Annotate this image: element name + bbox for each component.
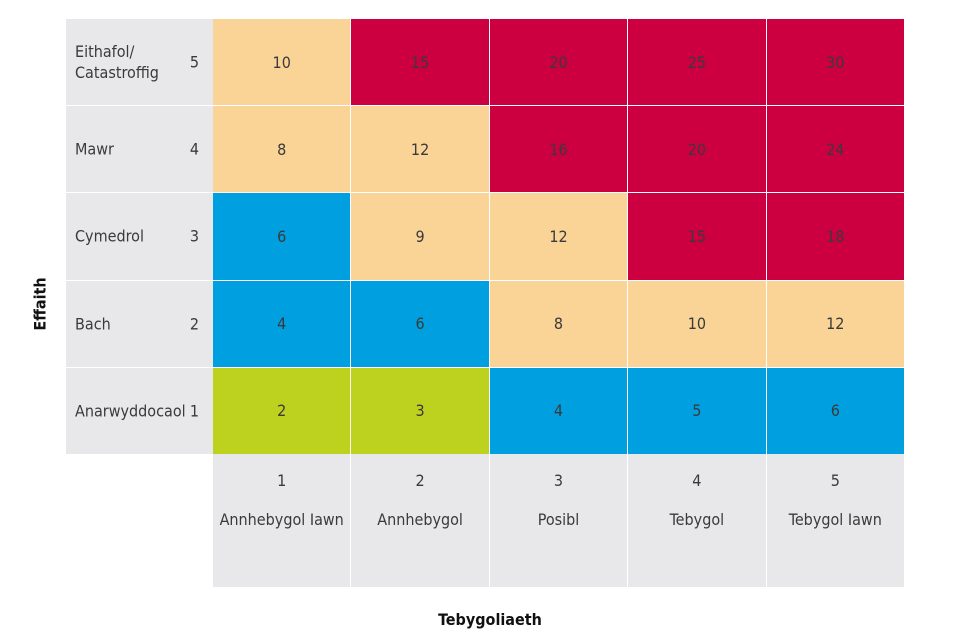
column-header: 2 Annhebygol xyxy=(351,454,490,587)
risk-cell: 8 xyxy=(489,280,629,368)
risk-cell: 6 xyxy=(351,280,490,368)
row-header: Anarwyddocaol 1 xyxy=(66,367,213,455)
column-label: Posibl xyxy=(537,510,580,529)
risk-cell: 4 xyxy=(213,280,352,368)
risk-cell: 2 xyxy=(213,367,352,455)
row-header: Mawr 4 xyxy=(66,106,213,194)
risk-cell: 25 xyxy=(628,19,767,107)
risk-cell: 3 xyxy=(351,367,490,455)
column-header: 1 Annhebygol Iawn xyxy=(213,454,352,587)
risk-cell: 20 xyxy=(628,106,767,194)
column-label: Annhebygol xyxy=(377,510,463,529)
column-header: 3 Posibl xyxy=(489,454,629,587)
risk-cell: 5 xyxy=(628,367,767,455)
row-header: Cymedrol 3 xyxy=(66,193,213,281)
column-number: 5 xyxy=(830,471,840,490)
risk-cell: 6 xyxy=(766,367,905,455)
risk-cell: 15 xyxy=(351,19,490,107)
risk-cell: 9 xyxy=(351,193,490,281)
risk-cell: 6 xyxy=(213,193,352,281)
row-label: Mawr xyxy=(75,139,114,159)
column-number: 3 xyxy=(553,471,564,490)
row-number: 4 xyxy=(189,139,199,159)
column-header: 4 Tebygol xyxy=(628,454,767,587)
risk-cell: 12 xyxy=(766,280,905,368)
column-number: 1 xyxy=(277,471,287,490)
row-number: 2 xyxy=(189,314,199,334)
risk-cell: 20 xyxy=(489,19,629,107)
column-label: Tebygol xyxy=(669,510,725,529)
row-label: Eithafol/ Catastroffig xyxy=(75,42,159,83)
x-axis-title: Tebygoliaeth xyxy=(438,610,542,629)
risk-cell: 24 xyxy=(766,106,905,194)
risk-cell: 8 xyxy=(213,106,352,194)
row-header: Eithafol/ Catastroffig 5 xyxy=(66,19,213,107)
risk-cell: 10 xyxy=(213,19,352,107)
column-label: Annhebygol Iawn xyxy=(219,510,344,529)
row-number: 3 xyxy=(189,226,199,246)
row-label: Anarwyddocaol xyxy=(75,401,186,421)
row-number: 5 xyxy=(189,52,199,72)
risk-cell: 4 xyxy=(489,367,629,455)
risk-cell: 15 xyxy=(628,193,767,281)
risk-cell: 16 xyxy=(489,106,629,194)
risk-cell: 10 xyxy=(628,280,767,368)
row-header: Bach 2 xyxy=(66,280,213,368)
risk-cell: 18 xyxy=(766,193,905,281)
row-label: Bach xyxy=(75,314,111,334)
row-number: 1 xyxy=(189,401,199,421)
column-number: 4 xyxy=(692,471,702,490)
risk-cell: 30 xyxy=(766,19,905,107)
column-header: 5 Tebygol Iawn xyxy=(766,454,905,587)
y-axis-title: Effaith xyxy=(30,277,50,331)
column-number: 2 xyxy=(415,471,425,490)
column-label: Tebygol Iawn xyxy=(788,510,882,529)
row-label: Cymedrol xyxy=(75,226,144,246)
risk-cell: 12 xyxy=(489,193,629,281)
risk-cell: 12 xyxy=(351,106,490,194)
